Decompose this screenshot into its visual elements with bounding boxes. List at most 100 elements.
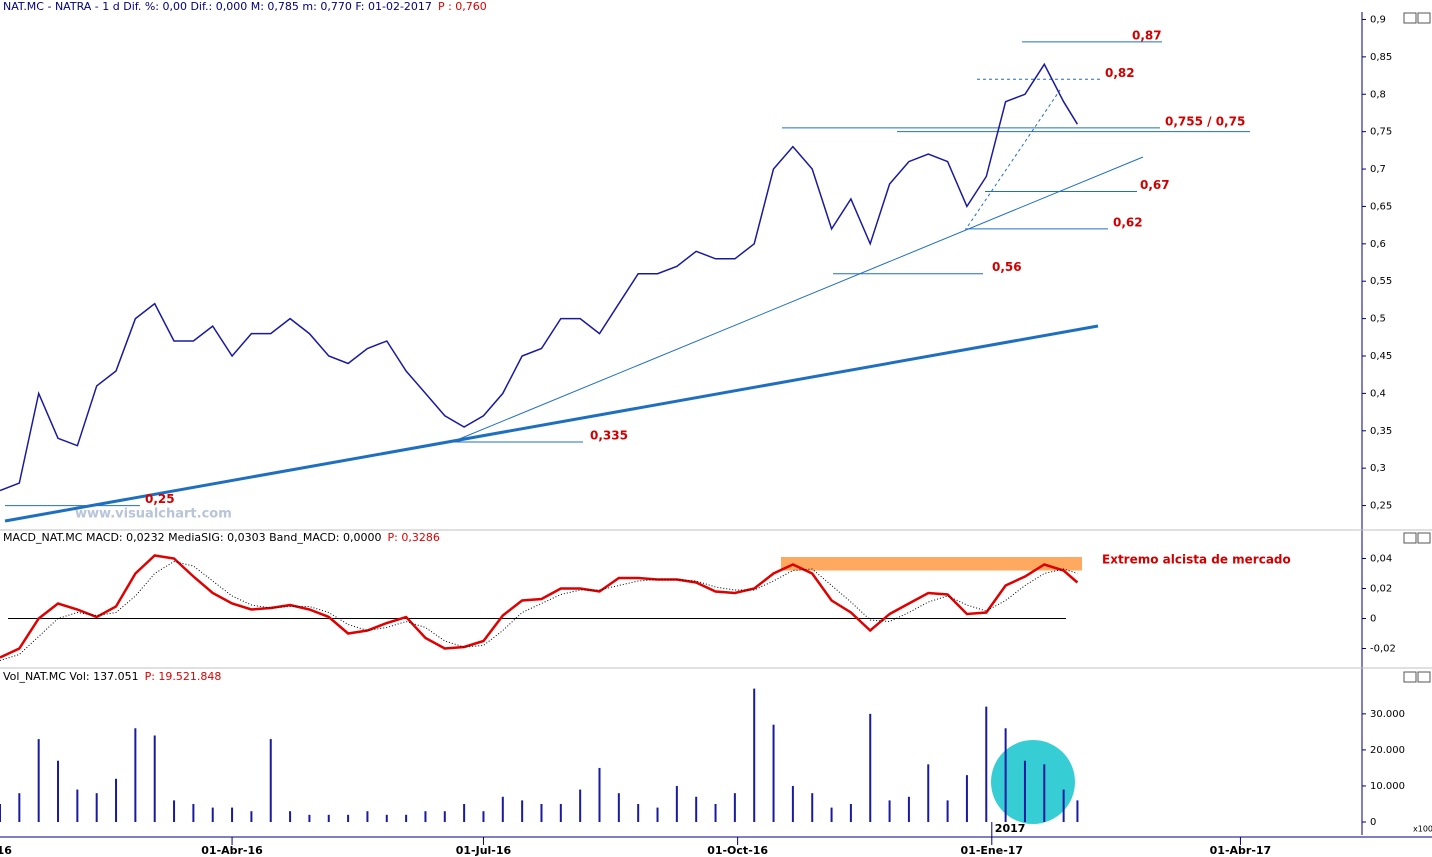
volume-bar xyxy=(463,803,466,823)
volume-bar xyxy=(907,796,910,823)
volume-bar xyxy=(231,807,234,823)
y-tick-label: 0,5 xyxy=(1370,314,1386,325)
volume-bar xyxy=(153,735,156,823)
volume-bar xyxy=(791,785,794,823)
volume-bar xyxy=(695,796,698,823)
volume-bar xyxy=(540,803,543,823)
year-marker-label: 2017 xyxy=(995,822,1026,835)
volume-bar xyxy=(289,811,292,823)
macd-header: MACD_NAT.MC MACD: 0,0232 MediaSIG: 0,030… xyxy=(3,531,382,544)
x-tick-label: 01-Ene-17 xyxy=(961,844,1024,857)
volume-bar xyxy=(405,814,408,823)
window-button[interactable] xyxy=(1417,671,1431,683)
volume-bar xyxy=(559,803,562,823)
y-tick-label: 30.000 xyxy=(1370,709,1405,720)
y-tick-label: 0,3 xyxy=(1370,463,1386,474)
volume-bar xyxy=(811,793,814,823)
y-tick-label: 0,8 xyxy=(1370,89,1386,100)
volume-bar xyxy=(830,807,833,823)
volume-bar xyxy=(985,706,988,823)
y-tick-label: 10.000 xyxy=(1370,781,1405,792)
volume-bar xyxy=(849,803,852,823)
y-tick-label: 0,04 xyxy=(1370,554,1392,565)
volume-bar xyxy=(1004,728,1007,823)
y-tick-label: 0,65 xyxy=(1370,201,1392,212)
volume-bar xyxy=(18,793,21,823)
x-tick-label: 01-Oct-16 xyxy=(707,844,768,857)
volume-bar xyxy=(675,785,678,823)
level-label: 0,755 / 0,75 xyxy=(1165,114,1245,128)
volume-bar xyxy=(76,789,79,823)
y-tick-label: 0,55 xyxy=(1370,276,1392,287)
volume-bar xyxy=(598,767,601,823)
volume-bar xyxy=(656,807,659,823)
trend-line xyxy=(4,324,1099,523)
y-tick-label: 0,4 xyxy=(1370,388,1386,399)
volume-bar xyxy=(192,803,195,823)
volume-bar xyxy=(269,739,272,823)
volume-bar xyxy=(211,807,214,823)
y-tick-label: 0 xyxy=(1370,817,1376,828)
volume-bar xyxy=(617,793,620,823)
window-button[interactable] xyxy=(1403,12,1417,24)
macd-annotation: Extremo alcista de mercado xyxy=(1102,553,1291,567)
volume-header-last: P: 19.521.848 xyxy=(145,670,222,683)
volume-bar xyxy=(714,803,717,823)
volume-bar xyxy=(637,803,640,823)
volume-bar xyxy=(1043,764,1046,823)
level-label: 0,25 xyxy=(145,492,175,506)
macd-header-last: P: 0,3286 xyxy=(388,531,440,544)
volume-bar xyxy=(385,814,388,823)
volume-bar xyxy=(173,800,176,823)
volume-bar xyxy=(250,811,253,823)
volume-bar xyxy=(134,728,137,823)
volume-bar xyxy=(579,789,582,823)
y-tick-label: 0,35 xyxy=(1370,426,1392,437)
price-header-last: P : 0,760 xyxy=(438,0,487,13)
window-buttons[interactable] xyxy=(1403,12,1431,683)
plot-layer: 0,25 0,3 0,35 0,4 0,45 0,5 0,55 0,6 0,65 0,7 0,75 0… xyxy=(0,14,1405,857)
volume-bar xyxy=(366,811,369,823)
volume-bar xyxy=(37,739,40,823)
y-tick-label: 0,45 xyxy=(1370,351,1392,362)
y-tick-label: 0,9 xyxy=(1370,14,1386,25)
volume-bar xyxy=(443,811,446,823)
y-tick-label: 0 xyxy=(1370,614,1376,625)
y-tick-label: -0,02 xyxy=(1370,644,1396,655)
volume-bar xyxy=(57,760,60,823)
y-tick-label: 0,02 xyxy=(1370,584,1392,595)
volume-bar xyxy=(308,814,311,823)
volume-bar xyxy=(501,796,504,823)
y-tick-label: 0,6 xyxy=(1370,239,1386,250)
volume-bar xyxy=(1076,800,1079,823)
window-button[interactable] xyxy=(1417,532,1431,544)
level-label: 0,335 xyxy=(590,429,628,443)
y-tick-label: 20.000 xyxy=(1370,745,1405,756)
x-tick-label: 01-Ene-16 xyxy=(0,844,12,857)
volume-bar xyxy=(772,724,775,823)
level-label: 0,56 xyxy=(992,260,1022,274)
unit-label: x100 xyxy=(1413,825,1432,834)
volume-bar xyxy=(1023,760,1026,823)
y-tick-label: 0,75 xyxy=(1370,127,1392,138)
window-button[interactable] xyxy=(1417,12,1431,24)
volume-bar xyxy=(347,814,350,823)
volume-bar xyxy=(965,775,968,823)
window-button[interactable] xyxy=(1403,671,1417,683)
volume-bar xyxy=(115,778,118,823)
series-line xyxy=(0,554,1079,659)
volume-bar xyxy=(424,811,427,823)
volume-bar xyxy=(946,800,949,823)
volume-bar xyxy=(0,803,1,823)
volume-bar xyxy=(1062,789,1065,823)
volume-bar xyxy=(733,793,736,823)
level-label: 0,87 xyxy=(1132,28,1162,42)
x-tick-label: 01-Jul-16 xyxy=(456,844,512,857)
series-line xyxy=(0,560,1078,661)
x-tick-label: 01-Abr-17 xyxy=(1210,844,1272,857)
volume-bar xyxy=(327,814,330,823)
window-button[interactable] xyxy=(1403,532,1417,544)
level-label: 0,62 xyxy=(1113,215,1143,229)
